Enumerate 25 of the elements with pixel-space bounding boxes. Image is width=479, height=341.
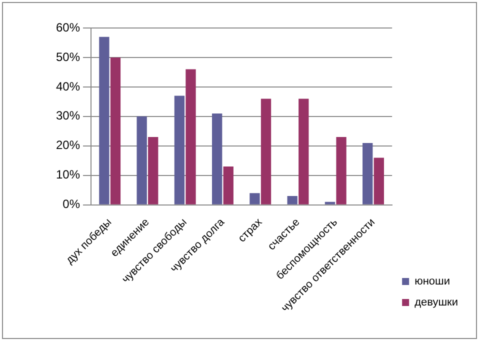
bar bbox=[212, 113, 222, 204]
bar bbox=[186, 69, 196, 204]
bar bbox=[223, 166, 234, 204]
bar bbox=[110, 57, 121, 204]
bar bbox=[287, 196, 298, 204]
y-tick-label: 30% bbox=[56, 108, 80, 123]
y-tick-label: 60% bbox=[56, 20, 80, 34]
bar bbox=[324, 202, 336, 204]
bar bbox=[174, 96, 185, 204]
bar bbox=[336, 137, 346, 204]
bar bbox=[99, 36, 110, 204]
y-tick-label: 0% bbox=[62, 197, 80, 212]
bar bbox=[136, 116, 147, 204]
bar bbox=[250, 193, 260, 204]
bar bbox=[374, 158, 384, 204]
y-tick-label: 20% bbox=[56, 138, 80, 152]
legend-label: юноши bbox=[414, 276, 450, 288]
bar bbox=[260, 98, 272, 204]
legend-label: девушки bbox=[414, 296, 458, 309]
y-tick-label: 50% bbox=[56, 50, 80, 64]
y-tick-label: 40% bbox=[56, 79, 80, 94]
bar bbox=[298, 98, 309, 204]
bar bbox=[362, 142, 373, 204]
bar bbox=[148, 137, 158, 204]
y-tick-label: 10% bbox=[56, 168, 80, 182]
